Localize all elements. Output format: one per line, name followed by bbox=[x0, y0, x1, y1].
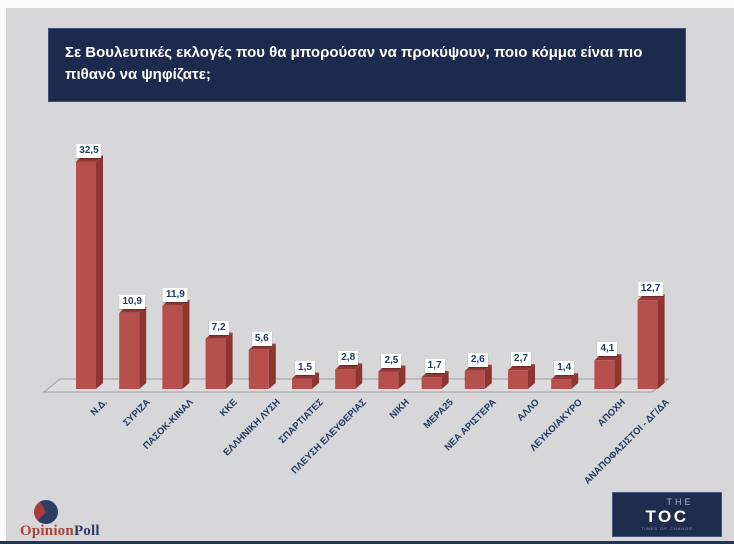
opinionpoll-pie-icon bbox=[34, 500, 58, 524]
bar bbox=[335, 363, 363, 389]
frame-top bbox=[0, 0, 734, 8]
thetoc-logo-tagline: TIMES OF CHANGE bbox=[640, 526, 694, 531]
bar bbox=[464, 364, 492, 389]
bar bbox=[76, 155, 103, 389]
bar-side bbox=[441, 371, 449, 389]
bar-value-label: 7,2 bbox=[208, 320, 229, 335]
bar-value-label: 32,5 bbox=[76, 143, 102, 158]
bar-front bbox=[464, 370, 485, 389]
bar-front bbox=[378, 371, 399, 389]
page-title: Σε Βουλευτικές εκλογές που θα μπορούσαν … bbox=[48, 28, 686, 102]
bar-value-label: 1,4 bbox=[554, 361, 575, 376]
bar-front bbox=[205, 338, 226, 389]
frame-left bbox=[0, 0, 6, 544]
bar-front bbox=[421, 377, 442, 389]
bar-value-label: 10,9 bbox=[119, 294, 145, 309]
thetoc-logo-the: THE bbox=[666, 497, 694, 507]
bar-front bbox=[119, 312, 140, 389]
bar-value-label: 4,1 bbox=[597, 342, 618, 357]
opinionpoll-logo: OpinionPoll bbox=[20, 523, 100, 540]
bar-value-label: 12,7 bbox=[637, 282, 664, 297]
bar-side bbox=[614, 354, 622, 389]
bar-side bbox=[96, 155, 103, 389]
bar-value-label: 1,5 bbox=[295, 360, 315, 375]
bar bbox=[248, 343, 276, 389]
bar bbox=[162, 299, 190, 389]
bar-side bbox=[657, 294, 665, 389]
bar-side bbox=[484, 364, 492, 389]
bar bbox=[594, 354, 622, 389]
thetoc-logo: THE TOC TIMES OF CHANGE bbox=[612, 492, 722, 537]
bar-side bbox=[571, 373, 579, 389]
bar-value-label: 2,7 bbox=[511, 352, 531, 367]
bar bbox=[378, 365, 406, 389]
bar bbox=[508, 364, 535, 389]
title-line-2: πιθανό να ψηφίζατε; bbox=[65, 66, 211, 83]
opinionpoll-logo-part1: Opinion bbox=[20, 523, 74, 539]
bar-front bbox=[162, 305, 183, 389]
bar-side bbox=[268, 343, 276, 389]
bar-side bbox=[139, 306, 147, 389]
bar-side bbox=[398, 365, 406, 389]
bar-value-label: 2,8 bbox=[338, 351, 359, 366]
bar bbox=[119, 306, 147, 389]
bar-value-label: 2,6 bbox=[467, 352, 488, 367]
bar-front bbox=[76, 161, 96, 389]
bar-front bbox=[292, 378, 312, 389]
bar-front bbox=[594, 360, 615, 389]
bar-side bbox=[182, 299, 190, 389]
opinionpoll-logo-part2: Poll bbox=[73, 523, 100, 539]
bar-side bbox=[355, 363, 363, 389]
bar-side bbox=[528, 364, 535, 389]
bar-value-label: 1,7 bbox=[424, 359, 445, 374]
bar-front bbox=[637, 300, 658, 389]
bar-value-label: 11,9 bbox=[162, 287, 188, 302]
title-line-1: Σε Βουλευτικές εκλογές που θα μπορούσαν … bbox=[65, 44, 643, 61]
bar-front bbox=[508, 370, 528, 389]
bar bbox=[637, 294, 665, 389]
bar-value-label: 5,6 bbox=[251, 331, 272, 346]
bar-front bbox=[551, 379, 572, 389]
bar-side bbox=[312, 372, 319, 389]
bar-value-label: 2,5 bbox=[381, 353, 402, 368]
bar-front bbox=[248, 349, 269, 389]
bar-side bbox=[225, 332, 233, 389]
bar bbox=[205, 332, 233, 389]
bar bbox=[421, 371, 449, 389]
bottom-divider bbox=[0, 541, 734, 544]
thetoc-logo-toc: TOC bbox=[645, 507, 689, 526]
bar-front bbox=[335, 369, 356, 389]
